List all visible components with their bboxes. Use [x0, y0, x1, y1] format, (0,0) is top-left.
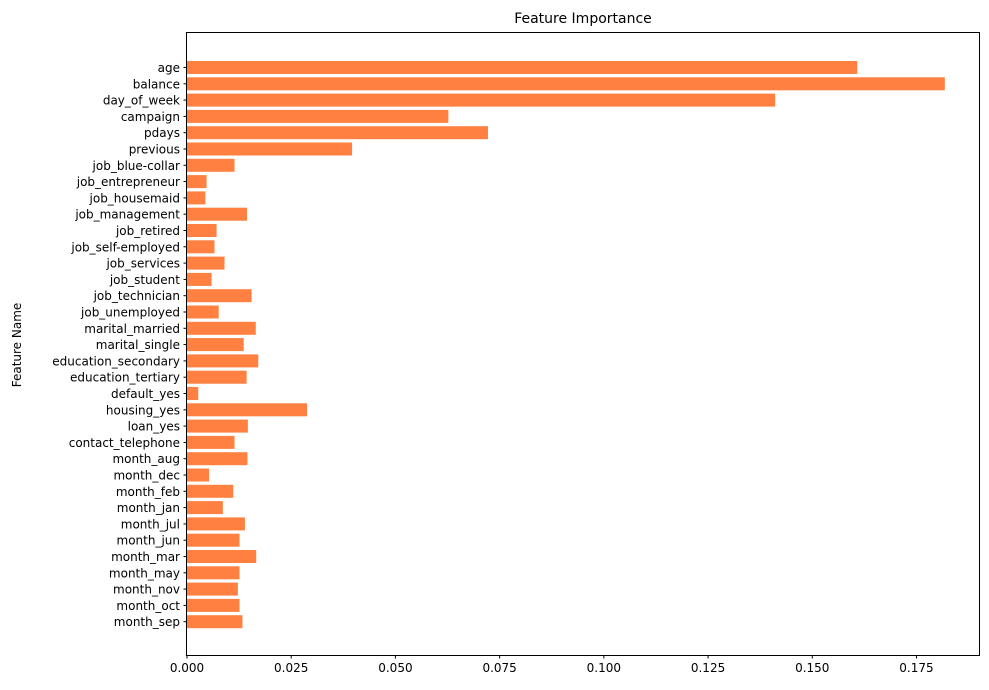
y-tick-label-month_aug: month_aug	[112, 452, 180, 466]
plot-area-frame	[186, 32, 980, 656]
bar-housing_yes	[187, 403, 308, 417]
bar-job_management	[187, 207, 248, 221]
bar-marital_single	[187, 338, 244, 352]
y-tick-label-job_self-employed: job_self-employed	[70, 240, 180, 254]
chart-title: Feature Importance	[514, 11, 652, 27]
y-tick-label-month_may: month_may	[109, 566, 180, 580]
bar-previous	[187, 142, 353, 156]
y-tick-label-day_of_week: day_of_week	[103, 94, 180, 108]
bar-job_blue-collar	[187, 158, 235, 172]
y-tick-label-previous: previous	[129, 143, 180, 157]
bar-pdays	[187, 126, 488, 140]
y-tick-label-loan_yes: loan_yes	[128, 420, 180, 434]
bar-month_mar	[187, 550, 257, 563]
y-tick-label-month_dec: month_dec	[113, 469, 180, 483]
bar-job_entrepreneur	[187, 175, 207, 189]
bar-education_tertiary	[187, 370, 247, 384]
bar-month_dec	[187, 468, 210, 482]
x-tick-label-0: 0.000	[170, 661, 204, 675]
bar-month_aug	[187, 452, 248, 466]
y-tick-label-job_housemaid: job_housemaid	[89, 191, 180, 205]
bar-job_retired	[187, 224, 217, 237]
bar-month_jul	[187, 517, 245, 531]
bar-education_secondary	[187, 354, 259, 368]
y-tick-label-education_secondary: education_secondary	[52, 354, 180, 368]
y-tick-label-month_mar: month_mar	[111, 550, 180, 564]
y-tick-label-month_oct: month_oct	[116, 599, 180, 613]
bar-balance	[187, 77, 945, 91]
bar-month_jun	[187, 533, 240, 547]
y-tick-label-month_nov: month_nov	[113, 583, 180, 597]
y-tick-label-job_retired: job_retired	[115, 224, 180, 238]
bar-month_nov	[187, 582, 238, 596]
x-ticks-group: 0.000 0.025 0.050 0.075 0.100 0.125 0.150 0.175	[170, 655, 934, 675]
y-tick-label-month_feb: month_feb	[116, 485, 180, 499]
y-tick-label-housing_yes: housing_yes	[106, 403, 180, 417]
y-tick-label-job_student: job_student	[109, 273, 180, 287]
y-tick-label-marital_married: marital_married	[84, 322, 180, 336]
bar-marital_married	[187, 321, 256, 335]
y-tick-label-education_tertiary: education_tertiary	[70, 371, 180, 385]
y-tick-label-month_jun: month_jun	[117, 534, 181, 548]
y-tick-label-job_services: job_services	[105, 257, 180, 271]
y-tick-label-job_blue-collar: job_blue-collar	[92, 159, 181, 173]
bar-month_may	[187, 566, 240, 580]
bar-month_feb	[187, 484, 234, 498]
y-tick-label-job_entrepreneur: job_entrepreneur	[76, 175, 180, 189]
bar-loan_yes	[187, 419, 248, 433]
bar-job_unemployed	[187, 305, 219, 319]
y-tick-label-default_yes: default_yes	[111, 387, 180, 401]
bar-job_housemaid	[187, 191, 206, 205]
x-tick-label-5: 0.125	[691, 661, 725, 675]
y-tick-label-job_unemployed: job_unemployed	[80, 306, 180, 320]
y-tick-label-month_jul: month_jul	[121, 517, 180, 531]
y-axis-label: Feature Name	[10, 303, 24, 388]
bar-default_yes	[187, 387, 199, 400]
y-tick-label-age: age	[158, 61, 180, 75]
x-tick-label-3: 0.075	[482, 661, 516, 675]
y-tick-label-month_sep: month_sep	[114, 615, 180, 629]
y-tick-label-contact_telephone: contact_telephone	[69, 436, 180, 450]
bar-job_services	[187, 256, 225, 270]
bar-day_of_week	[187, 93, 776, 107]
y-tick-label-balance: balance	[133, 77, 180, 91]
bar-job_student	[187, 272, 212, 286]
y-tick-label-campaign: campaign	[121, 110, 180, 124]
bar-month_oct	[187, 598, 240, 612]
bar-month_jan	[187, 501, 223, 515]
bar-campaign	[187, 109, 449, 123]
y-tick-label-month_jan: month_jan	[117, 501, 180, 515]
y-ticks-group: age balance day_of_week campaign pdays previo…	[52, 61, 187, 629]
y-tick-label-job_technician: job_technician	[93, 289, 180, 303]
x-tick-label-1: 0.025	[274, 661, 308, 675]
bar-age	[187, 61, 858, 74]
x-tick-label-6: 0.150	[795, 661, 829, 675]
x-tick-label-7: 0.175	[899, 661, 933, 675]
x-tick-label-2: 0.050	[378, 661, 412, 675]
bars-group	[187, 61, 945, 629]
bar-contact_telephone	[187, 435, 235, 449]
y-tick-label-job_management: job_management	[74, 208, 180, 222]
y-tick-label-marital_single: marital_single	[96, 338, 180, 352]
bar-job_technician	[187, 289, 252, 303]
y-tick-label-pdays: pdays	[144, 126, 180, 140]
bar-job_self-employed	[187, 240, 215, 254]
x-tick-label-4: 0.100	[587, 661, 621, 675]
bar-month_sep	[187, 615, 243, 629]
